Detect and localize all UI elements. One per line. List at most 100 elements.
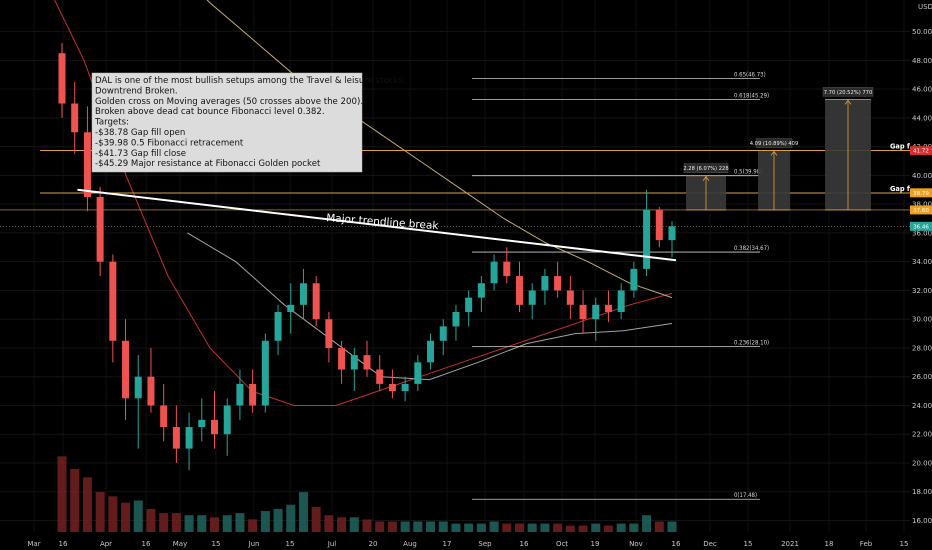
volume-bar xyxy=(489,521,499,532)
time-tick-label: Aug xyxy=(403,540,417,548)
fib-level-label: 0.5(39.98) xyxy=(734,169,762,176)
candle-body xyxy=(261,340,269,406)
price-tag-label: 38.79 xyxy=(913,191,929,197)
volume-bar xyxy=(286,504,296,532)
candle-body xyxy=(643,209,651,269)
volume-bar xyxy=(184,515,194,532)
volume-bar xyxy=(629,523,639,532)
price-tick-label: 48.00 xyxy=(912,57,932,65)
gap-fill-label: Gap fill xyxy=(890,185,916,193)
price-tag-box xyxy=(910,221,932,231)
candle-body xyxy=(617,290,625,313)
candle-body xyxy=(579,304,587,320)
candle-body xyxy=(363,355,371,370)
price-tick-label: 38.00 xyxy=(912,201,932,209)
candle-body xyxy=(516,276,523,305)
price-tick-label: 46.00 xyxy=(912,86,932,94)
currency-label: USD xyxy=(918,3,932,11)
candle-body xyxy=(376,369,384,384)
candle-body xyxy=(566,290,574,305)
time-tick-label: 16 xyxy=(672,540,681,548)
candle-body xyxy=(96,196,104,262)
volume-bar xyxy=(248,519,258,532)
volume-bar xyxy=(591,523,601,532)
price-tick-label: 50.00 xyxy=(912,28,932,36)
time-tick-label: 15 xyxy=(900,540,909,548)
target-arrow-head xyxy=(844,99,852,105)
price-tick-label: 16.00 xyxy=(912,517,932,525)
fib-level-label: 0.618(45.29) xyxy=(734,92,769,99)
annotation-line: Targets: xyxy=(94,118,129,128)
candle-body xyxy=(249,383,257,406)
candle-body xyxy=(465,297,473,313)
volume-bar xyxy=(273,508,283,532)
price-tick-label: 36.00 xyxy=(912,229,932,237)
candle-body xyxy=(211,419,218,435)
candle-body xyxy=(172,427,180,449)
candle-body xyxy=(58,53,66,104)
time-tick-label: 20 xyxy=(369,540,378,548)
candle-body xyxy=(71,103,79,133)
time-tick-label: Oct xyxy=(556,540,568,548)
target-label-box xyxy=(822,87,874,97)
annotation-line: -$38.78 Gap fill open xyxy=(95,128,185,138)
time-tick-label: Mar xyxy=(27,540,40,548)
price-tick-label: 40.00 xyxy=(912,172,932,180)
volume-bar xyxy=(667,521,677,532)
annotation-box xyxy=(91,72,363,173)
fib-level-label: 0.65(46.73) xyxy=(734,72,766,79)
time-tick-label: Nov xyxy=(629,540,643,548)
price-tick-label: 44.00 xyxy=(912,114,932,122)
candle-body xyxy=(427,340,435,363)
volume-bar xyxy=(349,517,359,532)
price-tick-label: 34.00 xyxy=(912,258,932,266)
volume-bar xyxy=(387,521,397,532)
volume-bar xyxy=(616,523,626,532)
candle-body xyxy=(325,319,333,348)
moving-average-line-1 xyxy=(54,0,673,406)
volume-bar xyxy=(311,506,321,532)
time-tick-label: 15 xyxy=(744,540,753,548)
candle-body xyxy=(401,383,409,392)
volume-bar xyxy=(337,517,347,532)
annotation-line: Downtrend Broken. xyxy=(95,86,178,96)
volume-bar xyxy=(146,508,156,532)
candle-body xyxy=(592,304,600,320)
time-tick-label: 18 xyxy=(825,540,834,548)
time-tick-label: 15 xyxy=(286,540,295,548)
candle-body xyxy=(299,283,307,305)
volume-bar xyxy=(70,469,80,532)
candle-body xyxy=(541,276,549,291)
volume-bar xyxy=(362,519,372,532)
volume-bar xyxy=(121,502,131,532)
time-tick-label: Jul xyxy=(327,540,337,548)
price-tag-box xyxy=(910,205,932,215)
annotation-line: Golden cross on Moving averages (50 cros… xyxy=(95,97,363,107)
volume-bar xyxy=(133,500,143,532)
candle-body xyxy=(554,276,562,291)
volume-bar xyxy=(197,515,207,532)
volume-bar xyxy=(527,523,537,532)
price-tick-label: 20.00 xyxy=(912,459,932,467)
volume-bar xyxy=(108,496,118,532)
price-tick-label: 30.00 xyxy=(912,316,932,324)
time-tick-label: 16 xyxy=(142,540,151,548)
volume-bar xyxy=(260,511,270,532)
candle-body xyxy=(388,383,396,392)
candle-body xyxy=(604,304,612,313)
volume-bar xyxy=(235,513,245,532)
price-tag-box xyxy=(910,146,932,156)
volume-bar xyxy=(57,456,67,532)
annotation-line: Broken above dead cat bounce Fibonacci l… xyxy=(95,107,325,117)
volume-bar xyxy=(82,477,92,532)
volume-bar xyxy=(298,492,308,532)
volume-bar xyxy=(578,525,588,532)
candle-body xyxy=(236,383,244,406)
time-tick-label: May xyxy=(173,540,187,548)
volume-bar xyxy=(438,521,448,532)
candle-body xyxy=(122,340,130,399)
fib-level-label: 0.382(34.67) xyxy=(734,245,769,252)
target-label: 4.09 (10.89%) 409 xyxy=(750,141,799,147)
price-tag-label: 36.46 xyxy=(913,224,929,230)
volume-bar xyxy=(400,521,410,532)
